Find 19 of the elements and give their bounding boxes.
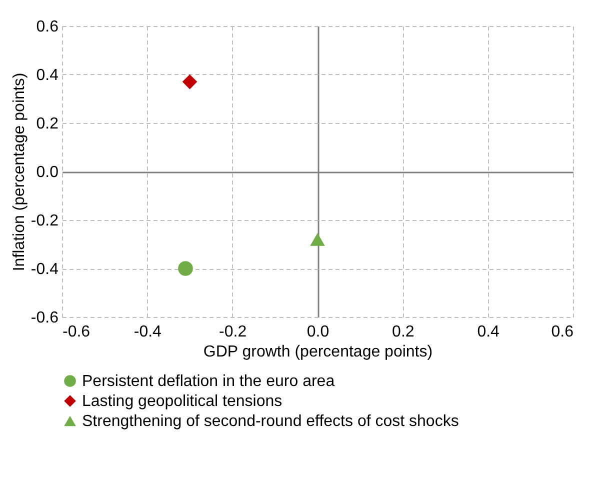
y-tick-label: 0.0 — [36, 164, 59, 181]
x-tick-label: -0.4 — [134, 324, 162, 340]
y-tick-label: 0.6 — [36, 18, 59, 36]
y-tick-label: -0.2 — [30, 212, 59, 230]
y-axis-title: Inflation (percentage points) — [10, 72, 28, 272]
x-axis-title: GDP growth (percentage points) — [203, 344, 433, 360]
legend-label: Lasting geopolitical tensions — [82, 393, 282, 410]
y-tick-label: 0.2 — [36, 116, 59, 132]
x-tick-label: 0.6 — [551, 324, 574, 340]
y-tick-label: -0.4 — [30, 261, 59, 278]
y-tick-label: -0.6 — [30, 310, 59, 326]
x-tick-label: 0.2 — [392, 324, 414, 340]
x-tick-label: 0.4 — [477, 324, 500, 340]
x-tick-label: 0.0 — [306, 324, 330, 340]
legend-label: Strengthening of second-round effects of cost shocks — [82, 413, 459, 430]
x-tick-label: -0.2 — [219, 324, 247, 340]
y-tick-label: 0.4 — [36, 67, 59, 84]
x-tick-label: -0.6 — [62, 324, 90, 340]
legend-label: Persistent deflation in the euro area — [82, 373, 335, 390]
